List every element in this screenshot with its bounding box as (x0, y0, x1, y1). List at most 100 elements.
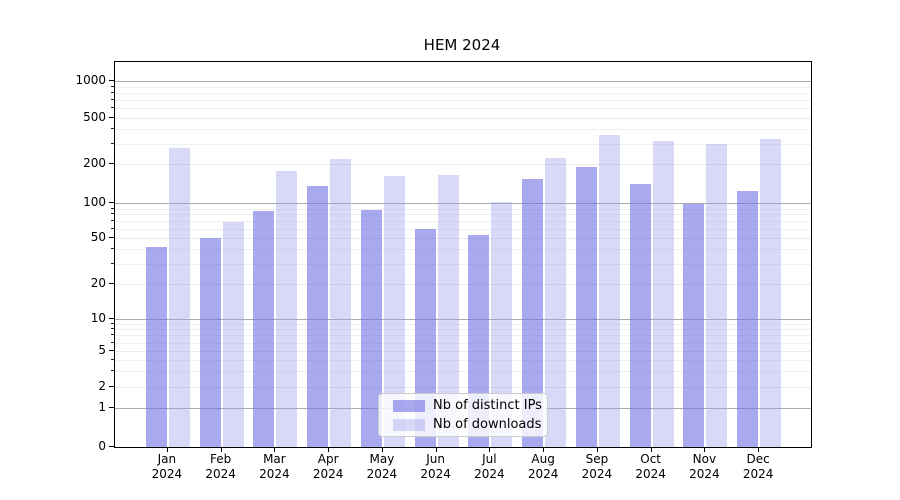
y-axis-minor-tick (111, 227, 114, 229)
x-tick-year: 2024 (742, 467, 774, 481)
y-axis-minor-tick (111, 370, 114, 372)
x-tick-year: 2024 (312, 467, 344, 481)
x-tick-year: 2024 (527, 467, 559, 481)
gridline (115, 203, 811, 205)
y-axis-minor-tick (111, 107, 114, 109)
bar-distinct-ips (575, 167, 597, 447)
x-axis-tick (596, 447, 598, 452)
x-tick-year: 2024 (635, 467, 666, 481)
y-axis-minor-tick (111, 248, 114, 250)
gridline-minor (115, 263, 811, 265)
x-tick-month: Jan (157, 452, 177, 466)
bar-downloads (706, 144, 728, 447)
x-tick-month: Feb (210, 452, 232, 466)
y-axis-minor-tick (111, 207, 114, 209)
x-tick-label: May 2024 (350, 452, 414, 482)
gridline-minor (115, 108, 811, 110)
x-tick-label: Apr 2024 (296, 452, 360, 482)
y-axis-tick (109, 386, 114, 388)
bar-distinct-ips (683, 204, 705, 447)
x-tick-month: Apr (317, 452, 339, 466)
legend-label-distinct-ips: Nb of distinct IPs (433, 398, 542, 413)
gridline-minor (115, 228, 811, 230)
bar-downloads (276, 171, 298, 447)
bar-downloads (330, 158, 352, 447)
x-tick-month: Aug (531, 452, 555, 466)
bar-distinct-ips (522, 179, 544, 447)
x-tick-month: Sep (585, 452, 609, 466)
y-axis-tick (109, 283, 114, 285)
y-axis-tick (109, 116, 114, 118)
y-axis-tick (109, 317, 114, 319)
legend-label-downloads: Nb of downloads (433, 417, 542, 432)
gridline (115, 81, 811, 82)
gridline (115, 284, 811, 286)
y-axis-minor-tick (111, 358, 114, 360)
y-axis-minor-tick (111, 213, 114, 215)
y-axis-tick (109, 80, 114, 81)
y-tick-label: 2 (98, 379, 106, 394)
gridline-minor (115, 86, 811, 88)
y-axis-minor-tick (111, 142, 114, 144)
y-axis-tick (109, 202, 114, 204)
bar-downloads (222, 222, 244, 447)
y-axis-minor-tick (111, 220, 114, 221)
y-tick-label: 0 (98, 439, 106, 453)
gridline-minor (115, 323, 811, 325)
x-tick-year: 2024 (420, 467, 451, 481)
gridline (115, 318, 811, 320)
x-tick-year: 2024 (366, 467, 398, 481)
legend-row-downloads: Nb of downloads (387, 417, 542, 432)
gridline (115, 117, 811, 119)
legend-swatch-distinct-ips (393, 399, 425, 412)
x-axis-tick (650, 447, 652, 452)
x-tick-label: Jun 2024 (404, 452, 468, 482)
x-tick-year: 2024 (474, 467, 505, 481)
y-axis-minor-tick (111, 262, 114, 264)
gridline-minor (115, 329, 811, 331)
y-tick-label: 500 (83, 109, 106, 124)
y-tick-label: 50 (90, 229, 106, 244)
x-axis-tick (274, 447, 276, 452)
y-axis-minor-tick (111, 328, 114, 330)
x-tick-label: Feb 2024 (189, 452, 253, 482)
y-axis-minor-tick (111, 98, 114, 100)
x-tick-label: Oct 2024 (619, 452, 683, 482)
x-tick-label: Jul 2024 (457, 452, 521, 482)
x-tick-month: Nov (692, 452, 717, 466)
legend-swatch-downloads (393, 418, 425, 431)
bar-downloads (383, 176, 405, 447)
y-axis-tick (109, 350, 114, 351)
y-axis-tick (109, 446, 114, 447)
x-tick-month: Mar (263, 452, 286, 466)
bar-downloads (652, 141, 674, 447)
x-tick-year: 2024 (205, 467, 236, 481)
bar-distinct-ips (360, 210, 382, 447)
y-axis-tick (109, 236, 114, 238)
gridline-minor (115, 359, 811, 361)
y-tick-label: 200 (83, 156, 106, 171)
bar-distinct-ips (199, 237, 221, 447)
x-tick-month: May (369, 452, 395, 466)
x-tick-month: Jul (482, 452, 497, 466)
x-tick-month: Dec (746, 452, 770, 466)
bar-distinct-ips (307, 185, 329, 447)
bar-distinct-ips (414, 228, 436, 447)
x-axis-tick (758, 447, 760, 452)
bar-distinct-ips (629, 184, 651, 447)
y-axis-minor-tick (111, 322, 114, 324)
y-tick-label: 10 (90, 310, 106, 325)
bar-downloads (437, 175, 459, 447)
x-axis-tick (543, 447, 545, 452)
legend: Nb of distinct IPs Nb of downloads (378, 393, 548, 437)
bar-downloads (491, 202, 513, 447)
y-tick-label: 5 (98, 343, 106, 357)
x-axis-tick (328, 447, 330, 452)
x-tick-year: 2024 (689, 467, 720, 481)
x-tick-year: 2024 (259, 467, 290, 481)
y-axis-minor-tick (111, 128, 114, 130)
bar-downloads (168, 147, 190, 447)
y-axis-minor-tick (111, 85, 114, 87)
gridline-minor (115, 143, 811, 145)
